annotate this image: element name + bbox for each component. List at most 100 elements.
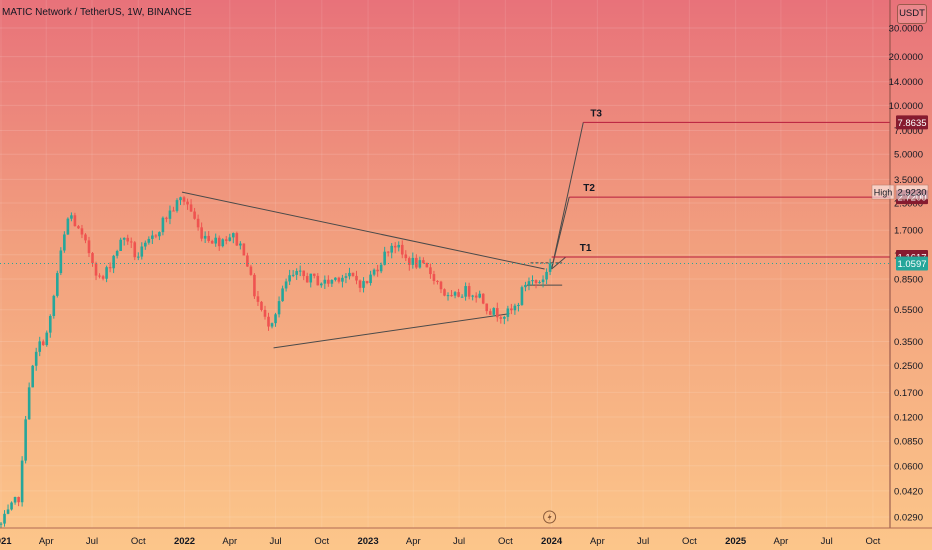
candle-body — [108, 267, 112, 269]
price-tick-label: 0.3500 — [894, 337, 923, 348]
candle-body — [446, 295, 450, 297]
candle-body — [327, 279, 330, 284]
candle-body — [432, 274, 436, 281]
candle-body — [122, 237, 126, 240]
price-tick-label: 0.0290 — [894, 513, 923, 524]
candle-body — [263, 309, 267, 317]
candle-body — [129, 241, 133, 243]
price-tick-label: 0.0420 — [894, 486, 923, 497]
candles — [0, 195, 552, 528]
lightning-icon-glyph — [547, 513, 552, 521]
candle-body — [161, 217, 165, 233]
candle-body — [316, 275, 320, 286]
candle-body — [453, 292, 457, 296]
candle-body — [397, 244, 401, 248]
candle-body — [98, 275, 101, 277]
candle-body — [20, 460, 24, 503]
time-tick-label: Oct — [682, 536, 697, 547]
candle-body — [291, 274, 295, 276]
candle-body — [425, 262, 429, 268]
currency-button[interactable]: USDT — [897, 4, 927, 24]
candle-body — [66, 218, 70, 235]
candle-body — [365, 281, 369, 284]
candle-body — [175, 200, 179, 211]
candle-body — [101, 276, 105, 279]
candle-body — [411, 257, 415, 265]
candle-body — [13, 496, 17, 503]
candle-body — [260, 301, 263, 310]
time-tick-label: Oct — [866, 536, 881, 547]
candle-body — [471, 295, 474, 297]
candle-body — [393, 245, 397, 248]
candle-body — [56, 273, 59, 296]
candle-body — [0, 523, 3, 525]
candle-body — [372, 269, 376, 275]
price-tick-label: 0.8500 — [894, 275, 923, 286]
price-tick-label: 1.7000 — [894, 226, 923, 237]
candle-body — [249, 266, 253, 275]
candle-body — [503, 316, 506, 319]
candle-body — [408, 258, 411, 265]
projection-t3-line — [551, 122, 584, 270]
candle-body — [207, 235, 210, 241]
candle-body — [17, 496, 20, 503]
candle-body — [513, 305, 517, 311]
candle-body — [189, 204, 193, 212]
candle-body — [362, 281, 365, 288]
time-tick-label: 2021 — [0, 536, 12, 547]
candle-body — [457, 292, 460, 297]
price-tick-label: 7.0000 — [894, 126, 923, 137]
candle-body — [520, 287, 524, 305]
candle-body — [45, 332, 49, 346]
badge-last-bg — [896, 256, 928, 271]
badge-last: 1.0597 — [897, 259, 926, 270]
grid — [0, 0, 890, 528]
candle-body — [348, 272, 351, 277]
time-tick-label: 2023 — [357, 536, 378, 547]
price-tick-label: 30.0000 — [889, 24, 923, 35]
candle-body — [210, 240, 214, 244]
candle-body — [91, 253, 94, 264]
candle-body — [478, 293, 481, 298]
badge-t3-bg — [896, 115, 928, 130]
price-tick-label: 0.0600 — [894, 461, 923, 472]
time-axis: 2021 Apr Jul Oct 2022 Apr Jul Oct 2023 Apr Jul Oct 2… — [0, 510, 932, 547]
candle-body — [534, 280, 538, 284]
price-tick-label: 3.5000 — [894, 175, 923, 186]
target-lines: T3 T2 T1 — [0, 108, 890, 265]
candle-body — [418, 260, 422, 268]
candle-body — [256, 296, 260, 302]
candle-body — [439, 281, 443, 290]
time-tick-label: Apr — [39, 536, 54, 547]
candle-body — [10, 502, 13, 510]
price-tick-label: 0.1700 — [894, 388, 923, 399]
candle-body — [151, 235, 154, 239]
candle-body — [94, 263, 98, 276]
candle-body — [506, 308, 510, 317]
candle-body — [147, 238, 151, 243]
candle-body — [214, 237, 218, 244]
candle-body — [295, 271, 298, 275]
candle-body — [524, 284, 527, 288]
candle-body — [203, 235, 207, 239]
price-tick-label: 0.1200 — [894, 412, 923, 423]
time-tick-label: Oct — [131, 536, 146, 547]
time-tick-label: Jul — [821, 536, 833, 547]
candle-body — [330, 279, 334, 284]
candle-body — [3, 513, 6, 524]
candle-body — [270, 323, 274, 327]
candle-body — [281, 288, 284, 302]
candle-body — [217, 237, 221, 247]
time-tick-label: Apr — [590, 536, 605, 547]
candle-body — [288, 275, 291, 282]
candle-body — [221, 239, 225, 247]
time-tick-label: Jul — [86, 536, 98, 547]
candle-body — [495, 308, 499, 318]
candle-body — [193, 211, 196, 219]
candle-body — [400, 244, 404, 255]
time-tick-label: Apr — [222, 536, 237, 547]
candle-body — [182, 197, 186, 202]
candle-body — [172, 210, 175, 212]
